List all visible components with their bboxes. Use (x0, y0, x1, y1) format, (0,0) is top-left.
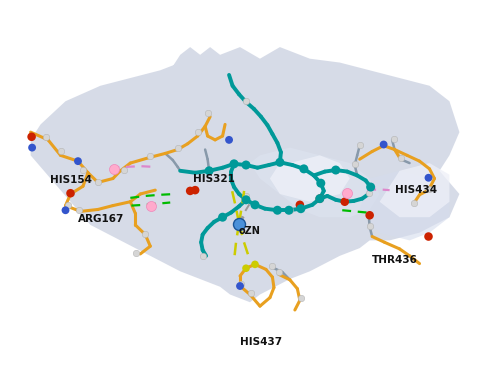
Text: oZN: oZN (239, 226, 261, 236)
Point (66, 190, 74, 196)
Point (332, 167, 340, 173)
Point (380, 141, 388, 147)
Point (142, 231, 150, 237)
Point (198, 253, 206, 259)
Text: THR436: THR436 (372, 255, 418, 265)
Point (79, 167, 87, 173)
Point (424, 234, 432, 240)
Point (186, 188, 194, 194)
Point (218, 214, 226, 220)
Point (251, 202, 259, 208)
Point (230, 161, 238, 167)
Point (62, 207, 70, 213)
Point (236, 283, 244, 289)
Point (251, 261, 259, 267)
Point (28, 144, 36, 151)
Point (110, 166, 118, 172)
Point (300, 166, 308, 172)
Point (366, 223, 374, 229)
Text: ARG167: ARG167 (78, 214, 124, 224)
Text: HIS434: HIS434 (394, 185, 436, 195)
Point (317, 180, 325, 186)
Point (242, 162, 250, 168)
Point (66, 190, 74, 196)
Polygon shape (380, 163, 450, 217)
Point (148, 203, 156, 210)
Point (268, 262, 276, 268)
Point (424, 186, 432, 192)
Text: HIS154: HIS154 (50, 175, 92, 185)
Point (356, 141, 364, 147)
Point (64, 202, 72, 208)
Point (132, 249, 140, 256)
Text: HIS321: HIS321 (192, 173, 234, 184)
Point (237, 281, 245, 287)
Point (194, 129, 202, 135)
Point (316, 196, 324, 202)
Point (350, 161, 358, 167)
Polygon shape (270, 155, 349, 202)
Point (296, 202, 304, 208)
Point (274, 207, 281, 213)
Polygon shape (250, 147, 380, 217)
Point (396, 155, 404, 161)
Point (242, 98, 250, 104)
Point (316, 196, 324, 202)
Point (94, 178, 102, 185)
Point (205, 168, 213, 174)
Point (390, 136, 398, 142)
Point (366, 212, 374, 218)
Point (364, 190, 372, 196)
Text: HIS437: HIS437 (240, 337, 282, 347)
Point (340, 199, 348, 205)
Polygon shape (30, 47, 460, 302)
Point (276, 159, 284, 165)
Point (204, 110, 212, 116)
Point (28, 134, 36, 140)
Point (275, 269, 283, 275)
Point (242, 193, 250, 199)
Point (174, 144, 182, 151)
Point (410, 199, 418, 206)
Point (242, 197, 250, 203)
Point (297, 295, 305, 301)
Point (247, 289, 255, 296)
Point (225, 137, 233, 143)
Point (342, 190, 350, 196)
Point (242, 162, 250, 168)
Point (366, 184, 374, 190)
Point (297, 206, 305, 212)
Point (286, 207, 294, 213)
Polygon shape (360, 171, 450, 241)
Point (424, 175, 432, 181)
Point (285, 207, 293, 213)
Point (242, 265, 250, 271)
Point (42, 134, 50, 140)
Point (191, 187, 199, 193)
Point (235, 221, 243, 227)
Point (251, 202, 259, 208)
Point (120, 167, 128, 173)
Point (76, 207, 84, 213)
Point (332, 167, 340, 173)
Point (146, 153, 154, 159)
Point (56, 147, 64, 154)
Point (74, 158, 82, 164)
